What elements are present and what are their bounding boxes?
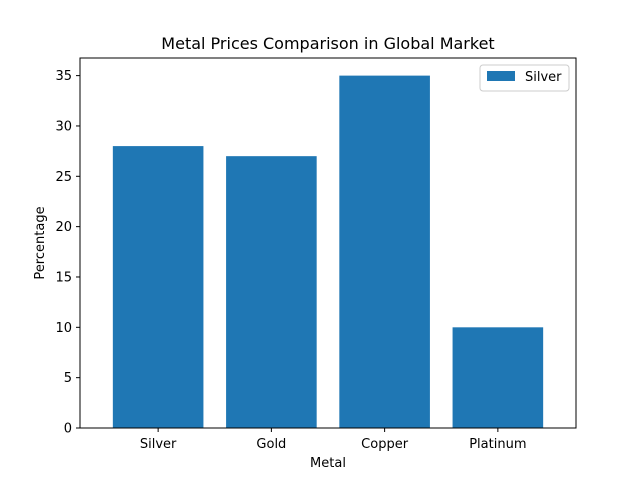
- plot-frame: [79, 57, 577, 429]
- x-axis-ticks: Silver Gold Copper Platinum: [140, 428, 527, 452]
- y-tick-label: 5: [64, 371, 72, 386]
- bar-platinum: [452, 327, 544, 428]
- bar-gold: [226, 156, 317, 428]
- y-tick-label: 35: [55, 69, 72, 84]
- bar-silver: [112, 146, 204, 428]
- chart-title: Metal Prices Comparison in Global Market: [161, 34, 494, 53]
- bars-group: [112, 75, 544, 428]
- legend-entry: Silver: [525, 70, 562, 85]
- legend: Silver: [479, 64, 570, 92]
- y-tick-label: 10: [55, 321, 72, 336]
- y-tick-label: 30: [55, 119, 72, 134]
- y-tick-label: 20: [55, 220, 72, 235]
- bar-copper: [339, 75, 430, 428]
- legend-swatch: [487, 71, 515, 81]
- y-tick-label: 15: [55, 270, 72, 285]
- x-tick-label: Platinum: [469, 437, 526, 452]
- y-axis-label: Percentage: [33, 206, 48, 279]
- x-axis-label: Metal: [310, 456, 346, 471]
- x-tick-label: Silver: [140, 437, 177, 452]
- y-axis-ticks: 0 5 10 15 20 25 30 35: [55, 69, 80, 437]
- x-tick-label: Gold: [256, 437, 286, 452]
- y-tick-label: 25: [55, 170, 72, 185]
- y-tick-label: 0: [64, 422, 72, 437]
- x-tick-label: Copper: [361, 437, 409, 452]
